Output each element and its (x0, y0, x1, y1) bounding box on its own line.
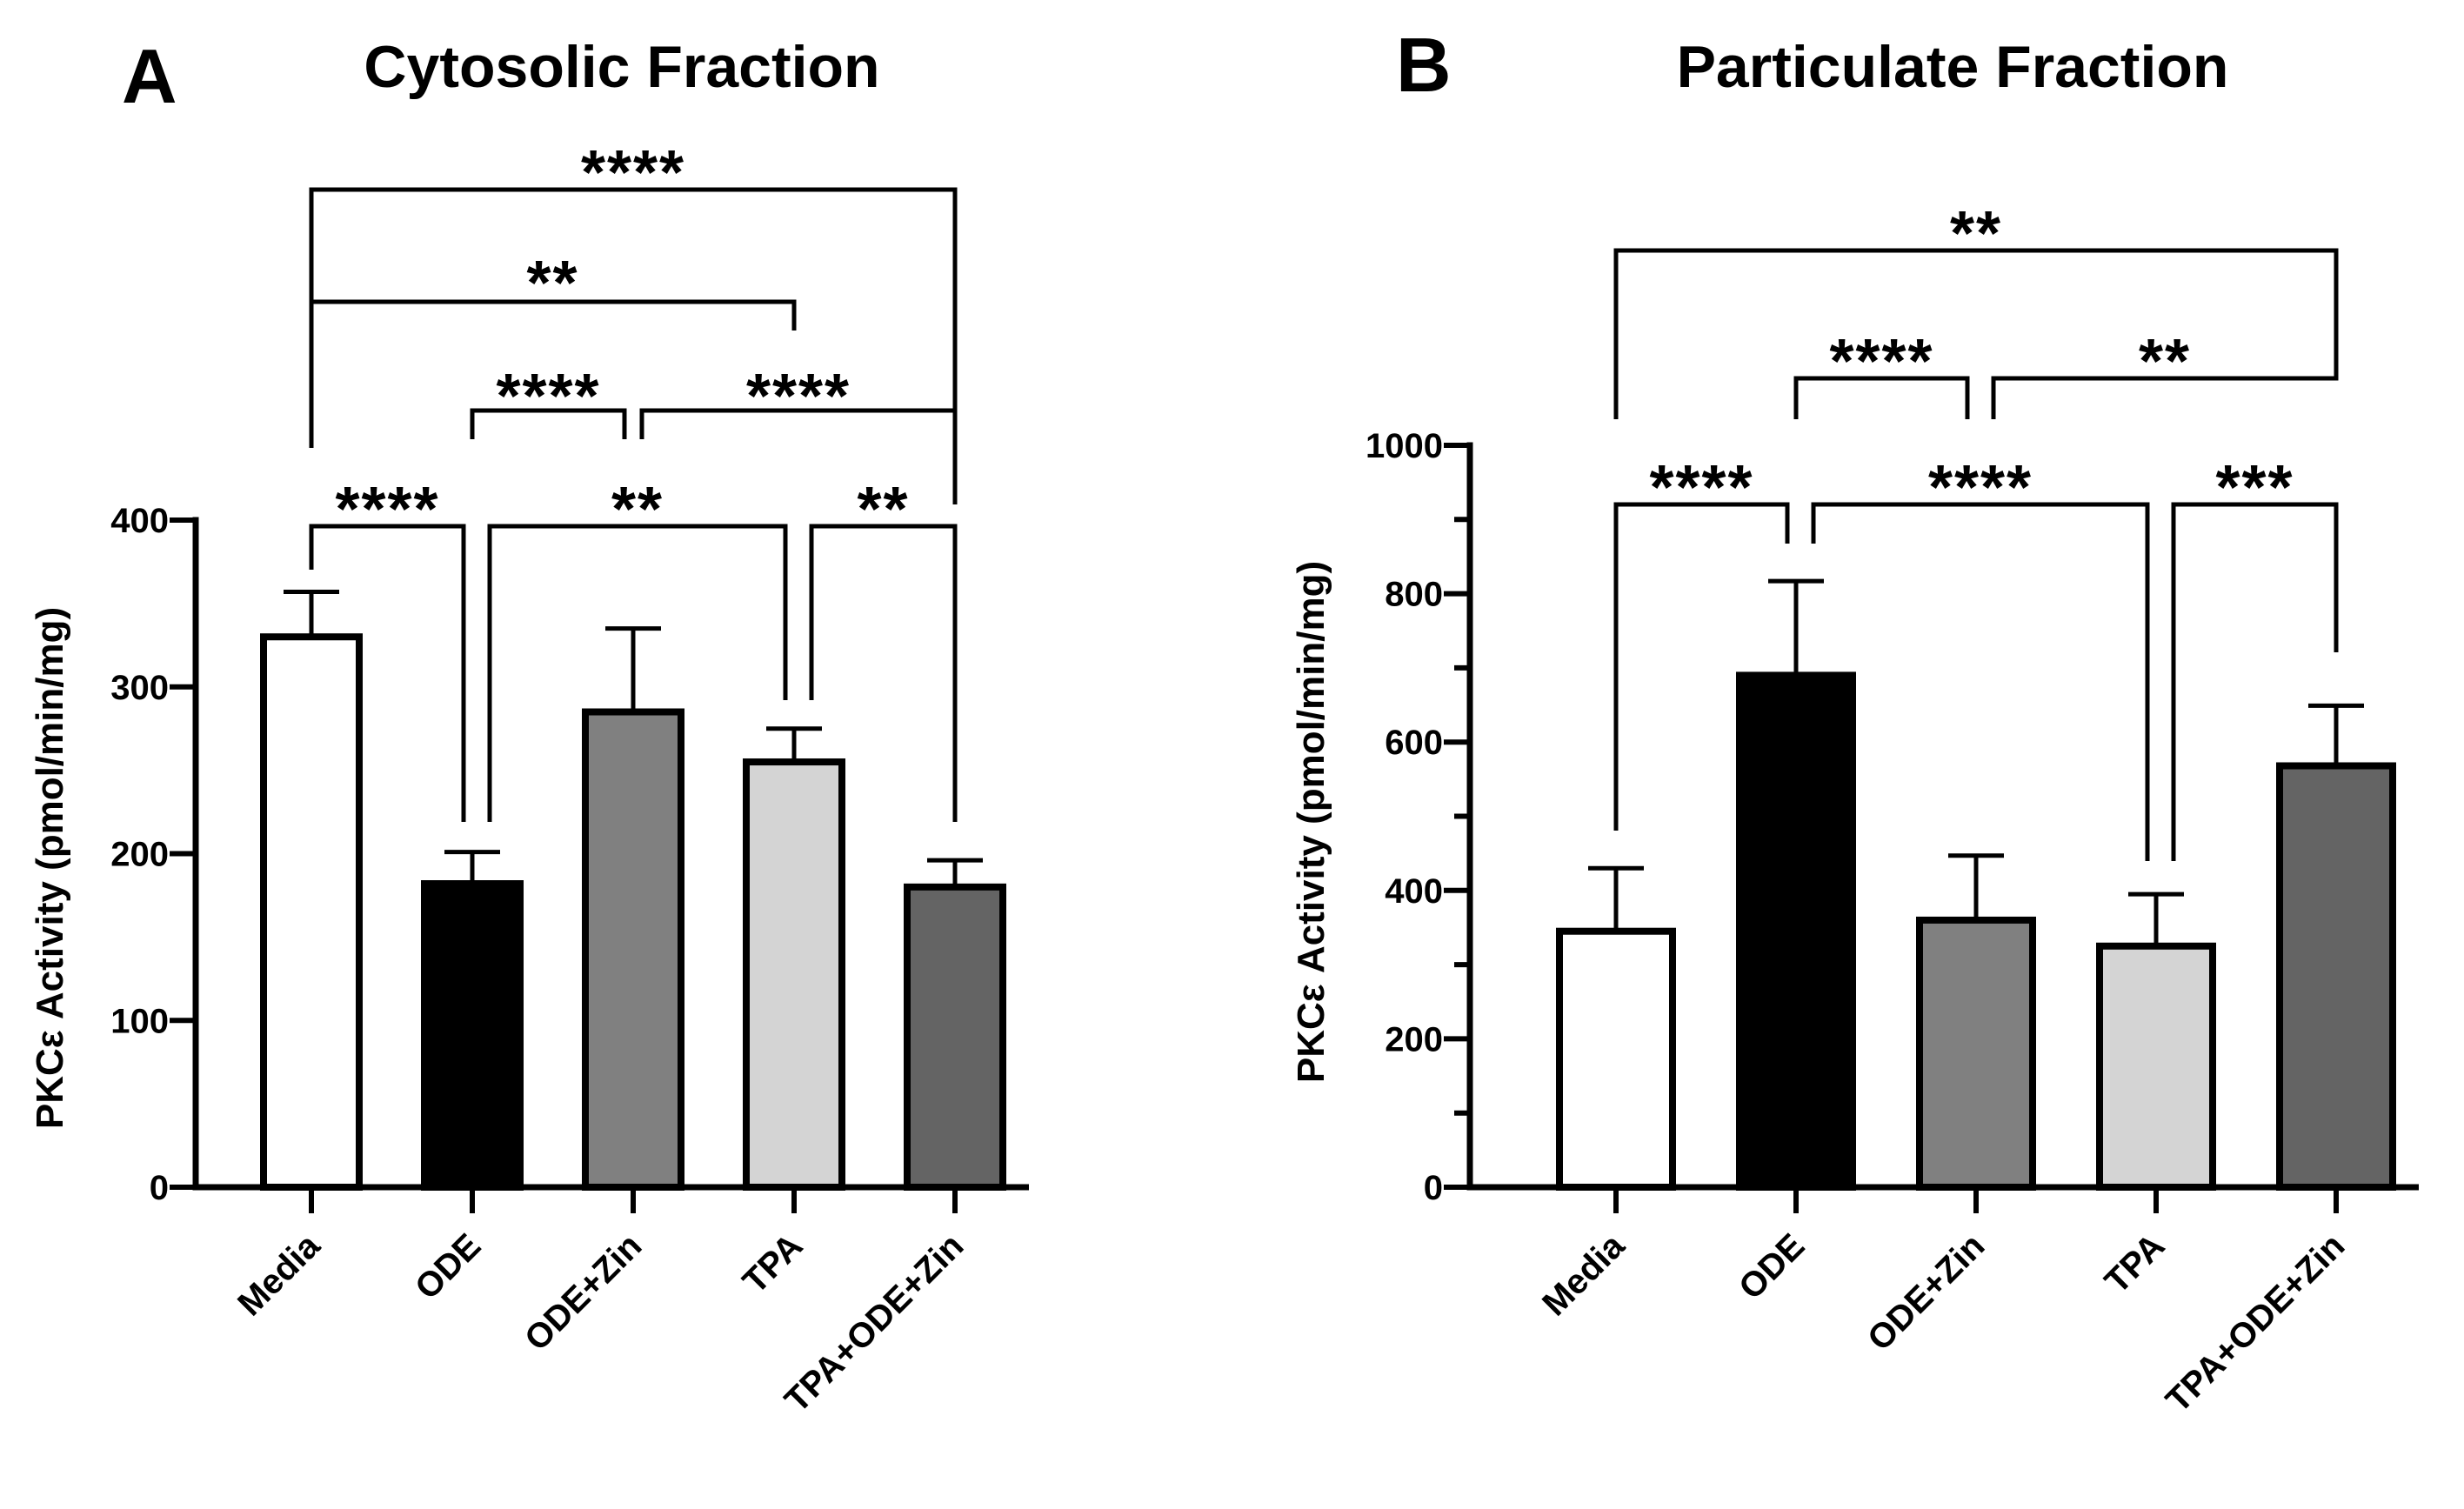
significance-label: **** (581, 138, 685, 208)
panel-b-label: B (1396, 22, 1452, 108)
significance-bracket (309, 299, 797, 448)
significance-bracket (470, 408, 627, 439)
x-tick-label: TPA+ODE+Zin (2159, 1226, 2352, 1419)
significance-bracket (639, 408, 958, 504)
panel-a: A Cytosolic Fraction PKCε Activity (pmol… (29, 33, 1029, 1420)
panel-b: B Particulate Fraction PKCε Activity (pm… (1290, 22, 2419, 1420)
panel-a-title: Cytosolic Fraction (364, 34, 879, 100)
significance-label: **** (746, 362, 851, 431)
y-tick-label: 0 (1424, 1169, 1443, 1207)
x-tick-label: TPA (2098, 1226, 2173, 1301)
x-tick-label: ODE (408, 1226, 488, 1306)
significance-label: **** (1829, 327, 1933, 397)
y-tick-label: 800 (1385, 576, 1443, 614)
significance-bracket (309, 187, 958, 504)
y-tick-label: 400 (1385, 872, 1443, 911)
significance-label: *** (2215, 453, 2294, 523)
significance-label: **** (1649, 453, 1753, 523)
y-tick-label: 600 (1385, 724, 1443, 762)
significance-label: **** (335, 475, 439, 544)
significance-bracket (1793, 376, 1970, 419)
y-tick-label: 300 (110, 669, 169, 707)
significance-bracket (1991, 317, 2339, 419)
significance-bracket (309, 524, 466, 822)
bar (743, 758, 845, 1191)
significance-bracket (1613, 248, 2339, 419)
significance-label: ** (857, 475, 909, 544)
significance-bracket (809, 524, 958, 822)
bar (1916, 916, 2036, 1192)
significance-bracket (487, 524, 788, 822)
bar (904, 883, 1006, 1191)
y-tick-label: 1000 (1366, 427, 1443, 465)
significance-label: ** (2139, 327, 2191, 397)
significance-label: ** (1950, 199, 2002, 269)
x-tick-label: ODE+Zin (1860, 1226, 1992, 1358)
x-tick-label: ODE (1732, 1226, 1812, 1306)
x-tick-label: Media (230, 1226, 328, 1324)
significance-label: ** (526, 249, 578, 318)
panel-a-y-axis-label: PKCε Activity (pmol/min/mg) (29, 607, 71, 1129)
x-tick-label: Media (1535, 1226, 1633, 1324)
significance-bracket (2171, 502, 2339, 861)
panel-a-label: A (122, 33, 177, 119)
bar (2276, 762, 2396, 1191)
significance-bracket (1811, 502, 2150, 861)
panel-b-plot: 0 200 400 600 800 1000 Media ODE ODE+Zin TPATPA+O… (1366, 199, 2419, 1420)
bar (2096, 942, 2216, 1192)
significance-label: ** (611, 475, 664, 544)
bar (582, 708, 684, 1191)
bar (260, 633, 363, 1191)
significance-label: **** (1928, 453, 2033, 523)
x-tick-label: ODE+Zin (518, 1226, 649, 1358)
panel-b-y-axis-label: PKCε Activity (pmol/min/mg) (1290, 561, 1332, 1083)
y-tick-label: 200 (110, 836, 169, 874)
y-tick-label: 200 (1385, 1020, 1443, 1058)
bar (1736, 671, 1856, 1191)
y-tick-label: 100 (110, 1002, 169, 1040)
y-tick-label: 400 (110, 502, 169, 540)
y-tick-label: 0 (150, 1169, 169, 1207)
significance-bracket (1613, 502, 1790, 831)
bar (1556, 927, 1676, 1191)
significance-label: **** (496, 362, 600, 431)
panel-b-title: Particulate Fraction (1677, 34, 2229, 100)
x-tick-label: TPA (736, 1226, 811, 1301)
bar (421, 880, 524, 1191)
